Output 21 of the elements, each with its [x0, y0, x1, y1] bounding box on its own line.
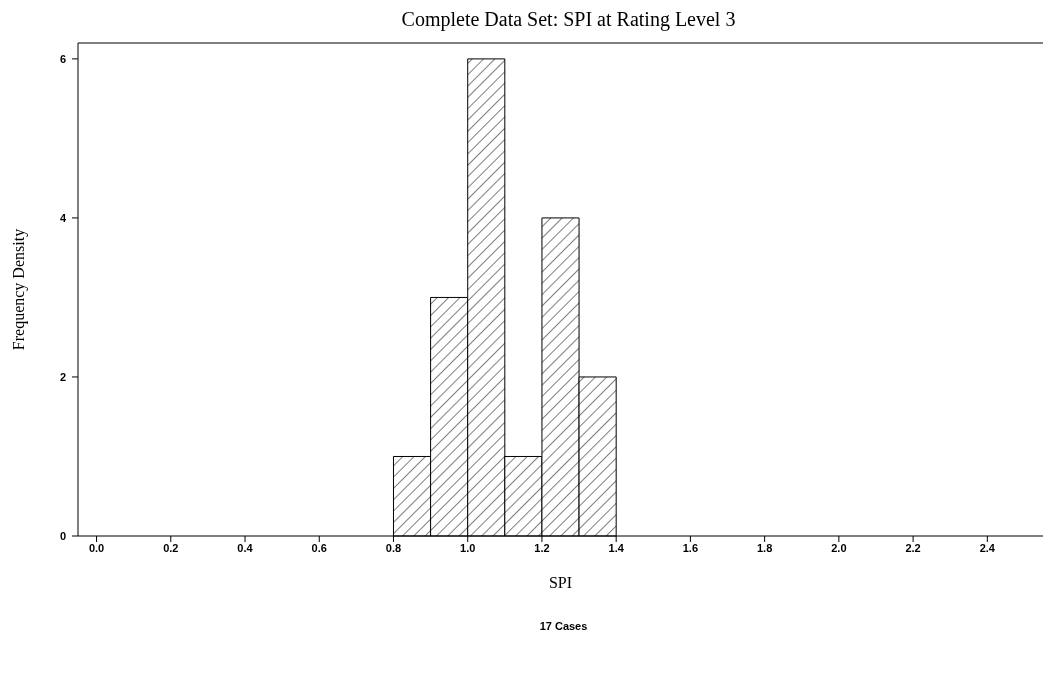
- x-tick-label: 1.6: [682, 541, 699, 554]
- x-tick-label: 0.2: [163, 541, 179, 554]
- y-tick-label: 6: [59, 52, 66, 65]
- x-tick-label: 2.2: [905, 541, 921, 554]
- x-tick-label: 1.2: [534, 541, 550, 554]
- text: 17 Cases: [538, 620, 589, 632]
- x-tick-label: 0.8: [385, 541, 402, 554]
- x-axis-title: SPI: [548, 574, 573, 591]
- x-tick-label: 2.0: [831, 541, 847, 554]
- x-tick-label: 0.4: [237, 541, 254, 554]
- y-tick-label: 0: [59, 530, 66, 542]
- y-axis-title: Frequency Density: [9, 228, 28, 351]
- chart-title: Complete Data Set: SPI at Rating Level 3: [400, 8, 737, 33]
- x-tick-label: 0.6: [311, 541, 327, 554]
- x-tick-label: 0.0: [88, 541, 105, 554]
- y-tick-label: 2: [59, 370, 66, 383]
- x-tick-label: 1.8: [756, 541, 773, 554]
- x-tick-label: 2.4: [979, 541, 996, 554]
- x-tick-label: 1.4: [608, 541, 625, 554]
- y-tick-label: 4: [59, 211, 67, 224]
- x-tick-label: 1.0: [460, 541, 476, 554]
